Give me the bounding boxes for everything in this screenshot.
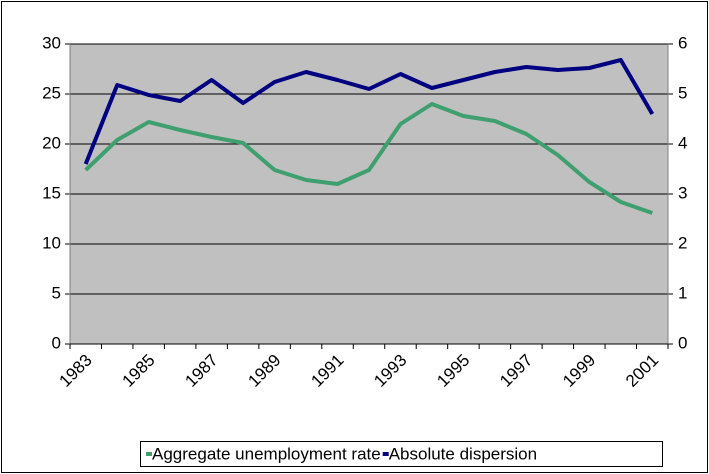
y2-tick-label: 6 — [678, 33, 687, 52]
y-tick-label: 20 — [42, 133, 61, 152]
legend-label: Aggregate unemployment rate — [152, 444, 381, 463]
y-tick-label: 0 — [52, 333, 61, 352]
y2-tick-label: 1 — [678, 283, 687, 302]
y-tick-label: 15 — [42, 183, 61, 202]
y2-tick-label: 4 — [678, 133, 687, 152]
series-line — [83, 58, 655, 165]
y2-tick-label: 2 — [678, 233, 687, 252]
y2-tick-label: 3 — [678, 183, 687, 202]
y-tick-label: 30 — [42, 33, 61, 52]
y2-tick-label: 5 — [678, 83, 687, 102]
y2-tick-label: 0 — [678, 333, 687, 352]
y-tick-label: 5 — [52, 283, 61, 302]
y-tick-label: 10 — [42, 233, 61, 252]
legend-box — [140, 441, 663, 467]
series-line — [84, 102, 653, 215]
legend-label: Absolute dispersion — [389, 444, 537, 463]
y-tick-label: 25 — [42, 83, 61, 102]
